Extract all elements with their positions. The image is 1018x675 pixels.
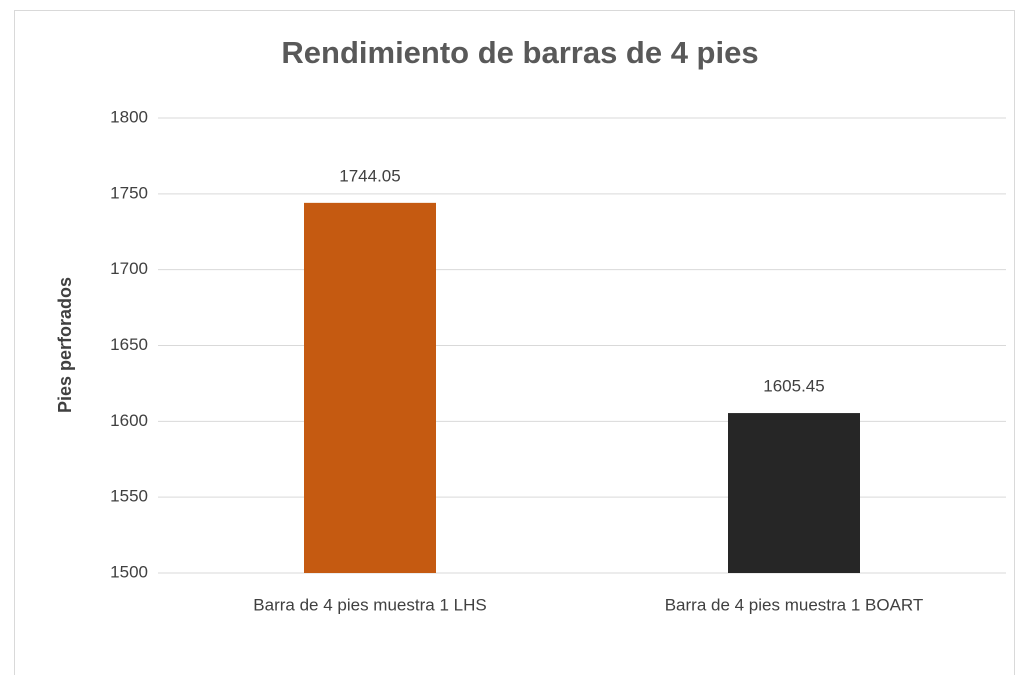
chart-title: Rendimiento de barras de 4 pies [281, 35, 758, 70]
y-tick-label: 1650 [110, 335, 148, 354]
y-tick-label: 1550 [110, 487, 148, 506]
x-tick-label: Barra de 4 pies muestra 1 LHS [253, 595, 486, 614]
bar [304, 202, 436, 574]
y-tick-label: 1750 [110, 183, 148, 202]
y-tick-label: 1800 [110, 107, 148, 126]
data-label: 1605.45 [763, 377, 824, 396]
y-axis-label: Pies perforados [55, 277, 75, 413]
data-label: 1744.05 [339, 166, 400, 185]
y-tick-label: 1700 [110, 259, 148, 278]
y-tick-label: 1500 [110, 562, 148, 581]
x-tick-label: Barra de 4 pies muestra 1 BOART [665, 595, 924, 614]
y-tick-label: 1600 [110, 411, 148, 430]
bar [728, 413, 860, 573]
chart-border [14, 10, 1015, 675]
